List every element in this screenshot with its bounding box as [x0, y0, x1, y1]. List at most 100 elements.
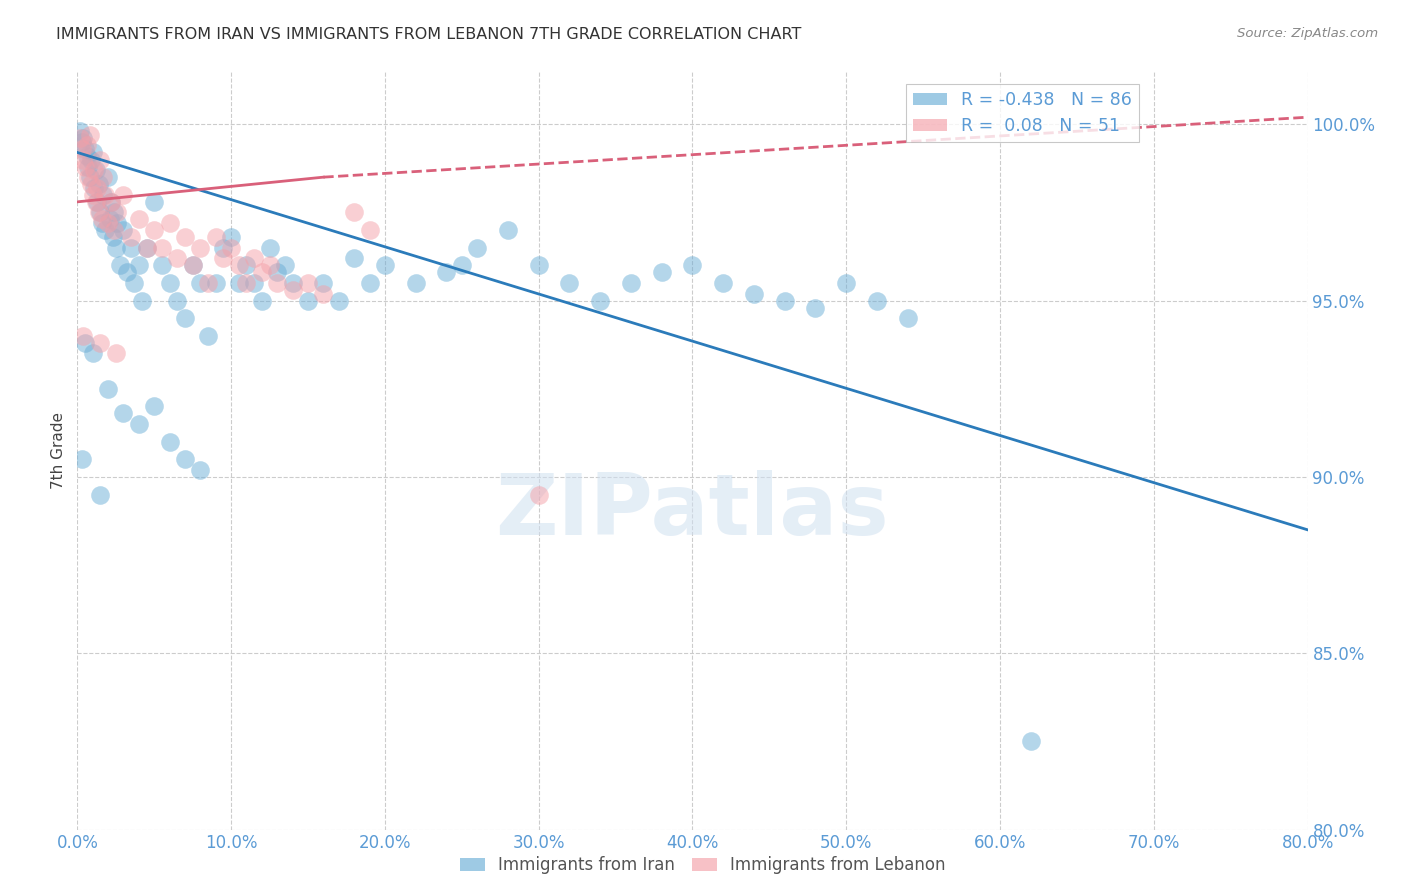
- Point: [70, 452, 93, 467]
- Point: [150, 258, 173, 272]
- Point: [166, 252, 188, 266]
- Point: [105, 205, 128, 219]
- Point: [77, 160, 100, 174]
- Point: [496, 223, 519, 237]
- Point: [450, 258, 472, 272]
- Point: [228, 258, 250, 272]
- Point: [69, 131, 91, 145]
- Point: [250, 293, 273, 308]
- Text: ZIPatlas: ZIPatlas: [495, 469, 890, 553]
- Point: [72, 131, 94, 145]
- Point: [711, 276, 734, 290]
- Point: [166, 293, 188, 308]
- Point: [405, 276, 427, 290]
- Point: [73, 335, 96, 350]
- Point: [181, 258, 204, 272]
- Point: [128, 212, 150, 227]
- Point: [82, 187, 104, 202]
- Point: [73, 142, 96, 156]
- Point: [128, 258, 150, 272]
- Point: [72, 329, 94, 343]
- Point: [76, 149, 98, 163]
- Point: [69, 124, 91, 138]
- Point: [82, 145, 104, 160]
- Point: [243, 276, 266, 290]
- Point: [266, 265, 288, 279]
- Point: [527, 487, 550, 501]
- Point: [174, 311, 197, 326]
- Point: [742, 286, 765, 301]
- Point: [135, 241, 157, 255]
- Point: [188, 463, 212, 477]
- Text: IMMIGRANTS FROM IRAN VS IMMIGRANTS FROM LEBANON 7TH GRADE CORRELATION CHART: IMMIGRANTS FROM IRAN VS IMMIGRANTS FROM …: [56, 27, 801, 42]
- Point: [212, 241, 235, 255]
- Point: [94, 223, 117, 237]
- Point: [77, 170, 100, 185]
- Point: [90, 216, 114, 230]
- Point: [87, 205, 110, 219]
- Point: [76, 138, 98, 153]
- Point: [84, 194, 107, 209]
- Point: [122, 276, 145, 290]
- Point: [131, 293, 153, 308]
- Point: [159, 216, 181, 230]
- Point: [235, 258, 257, 272]
- Point: [89, 487, 111, 501]
- Point: [120, 241, 142, 255]
- Point: [558, 276, 581, 290]
- Point: [212, 252, 235, 266]
- Point: [259, 241, 281, 255]
- Point: [103, 205, 125, 219]
- Point: [174, 452, 197, 467]
- Point: [143, 400, 166, 414]
- Point: [312, 276, 335, 290]
- Point: [159, 276, 181, 290]
- Point: [82, 346, 104, 360]
- Point: [259, 258, 281, 272]
- Point: [94, 187, 117, 202]
- Point: [120, 230, 142, 244]
- Point: [436, 265, 458, 279]
- Point: [89, 335, 111, 350]
- Point: [281, 276, 304, 290]
- Point: [250, 265, 273, 279]
- Point: [866, 293, 889, 308]
- Point: [112, 187, 135, 202]
- Point: [79, 170, 101, 185]
- Point: [174, 230, 197, 244]
- Point: [72, 153, 94, 167]
- Point: [105, 216, 128, 230]
- Point: [112, 406, 135, 420]
- Point: [73, 160, 96, 174]
- Text: Source: ZipAtlas.com: Source: ZipAtlas.com: [1237, 27, 1378, 40]
- Point: [297, 293, 319, 308]
- Point: [98, 212, 121, 227]
- Point: [804, 301, 827, 315]
- Point: [281, 283, 304, 297]
- Point: [204, 230, 226, 244]
- Point: [527, 258, 550, 272]
- Point: [87, 178, 110, 192]
- Point: [101, 230, 124, 244]
- Point: [188, 241, 212, 255]
- Point: [93, 170, 115, 185]
- Legend: R = -0.438   N = 86, R =  0.08   N = 51: R = -0.438 N = 86, R = 0.08 N = 51: [905, 84, 1139, 143]
- Point: [159, 434, 181, 449]
- Point: [204, 276, 226, 290]
- Y-axis label: 7th Grade: 7th Grade: [51, 412, 66, 489]
- Point: [312, 286, 335, 301]
- Point: [89, 153, 111, 167]
- Point: [90, 212, 114, 227]
- Point: [80, 178, 103, 192]
- Point: [143, 223, 166, 237]
- Point: [97, 170, 120, 185]
- Point: [228, 276, 250, 290]
- Point: [773, 293, 796, 308]
- Point: [465, 241, 488, 255]
- Point: [328, 293, 350, 308]
- Point: [112, 223, 135, 237]
- Point: [70, 142, 93, 156]
- Point: [219, 241, 242, 255]
- Point: [100, 194, 122, 209]
- Point: [115, 265, 138, 279]
